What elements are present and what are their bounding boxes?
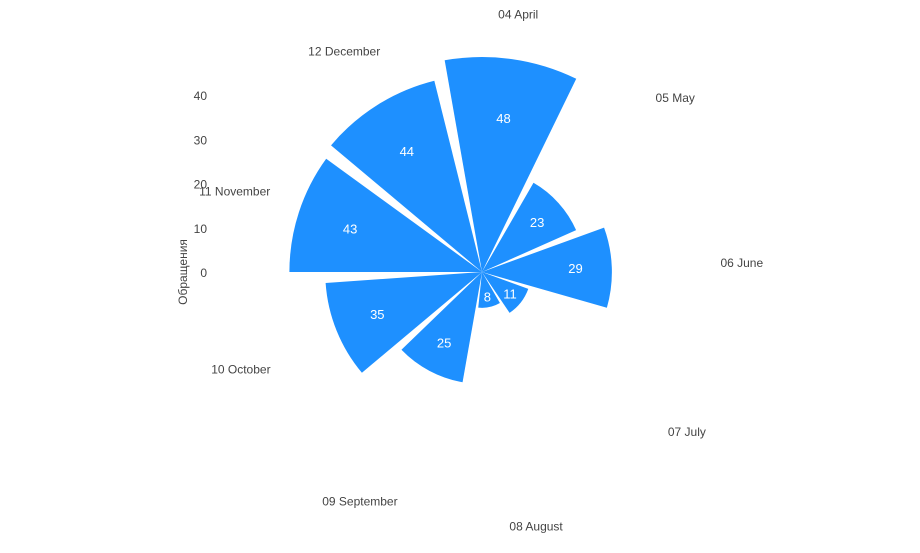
y-tick-label: 40 xyxy=(194,89,208,103)
data-label: 8 xyxy=(484,290,491,305)
category-label: 09 September xyxy=(322,495,397,509)
y-tick-label: 30 xyxy=(194,133,208,147)
data-label: 23 xyxy=(530,215,544,230)
category-label: 11 November xyxy=(199,185,270,199)
bar-12-december xyxy=(331,80,482,273)
data-label: 29 xyxy=(568,261,582,276)
bar-06-june xyxy=(482,227,612,308)
data-label: 25 xyxy=(437,336,451,351)
data-label: 44 xyxy=(400,144,414,159)
value-labels: 48 23 29 11 8 25 35 43 44 xyxy=(343,111,583,351)
category-label: 12 December xyxy=(308,45,380,59)
y-axis: Обращения 0 10 20 30 40 xyxy=(176,89,207,305)
bar-04-april xyxy=(444,57,577,273)
data-label: 35 xyxy=(370,307,384,322)
category-label: 08 August xyxy=(509,519,563,533)
category-label: 10 October xyxy=(211,362,270,376)
y-tick-label: 10 xyxy=(194,222,208,236)
category-label: 04 April xyxy=(498,8,538,22)
bar-08-august xyxy=(478,272,500,308)
bar-07-july xyxy=(482,272,529,313)
bar-11-november xyxy=(289,158,482,272)
y-tick-label: 20 xyxy=(194,178,208,192)
bar-10-october xyxy=(325,272,482,373)
data-label: 43 xyxy=(343,222,357,237)
data-label: 11 xyxy=(503,286,517,301)
y-axis-title: Обращения xyxy=(176,239,190,305)
bar-05-may xyxy=(482,182,577,272)
bar-09-september xyxy=(401,272,482,383)
category-label: 06 June xyxy=(720,256,763,270)
category-label: 07 July xyxy=(668,425,706,439)
category-labels: 04 April 05 May 06 June 07 July 08 August 09 … xyxy=(199,8,763,534)
bars xyxy=(289,57,612,383)
data-label: 48 xyxy=(496,111,510,126)
y-tick-label: 0 xyxy=(200,266,207,280)
category-label: 05 May xyxy=(656,91,695,105)
